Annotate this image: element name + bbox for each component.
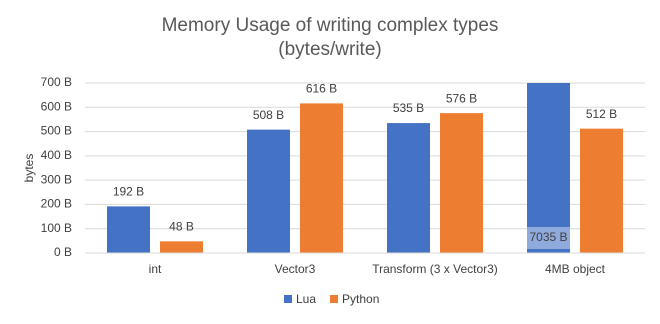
data-label: 535 B — [393, 101, 424, 115]
data-label: 616 B — [306, 82, 337, 96]
y-tick-label: 100 B — [41, 221, 72, 235]
bar — [580, 128, 623, 253]
y-tick-label: 0 B — [54, 245, 72, 259]
bar — [300, 103, 343, 253]
y-tick-label: 500 B — [41, 124, 72, 138]
data-labels: 192 B 508 B 535 B 7035 B 48 B 616 B 576 B 512 B — [113, 82, 617, 249]
chart-subtitle: (bytes/write) — [278, 39, 381, 60]
x-tick-label: 4MB object — [545, 262, 606, 276]
bar — [107, 206, 150, 253]
legend-swatch — [330, 295, 339, 303]
data-label: 512 B — [586, 107, 617, 121]
y-tick-label: 400 B — [41, 148, 72, 162]
x-tick-label: int — [149, 262, 162, 276]
chart-title: Memory Usage of writing complex types — [162, 15, 499, 36]
y-tick-label: 200 B — [41, 197, 72, 211]
y-tick-label: 700 B — [41, 75, 72, 89]
bar — [160, 241, 203, 253]
x-tick-label: Transform (3 x Vector3) — [372, 262, 498, 276]
data-label-box — [527, 227, 570, 249]
y-axis-label: bytes — [22, 154, 36, 183]
bar — [247, 129, 290, 253]
data-label: 7035 B — [529, 230, 567, 244]
y-tick-label: 300 B — [41, 172, 72, 186]
data-label: 192 B — [113, 185, 144, 199]
plot-area — [107, 83, 623, 253]
data-label: 48 B — [169, 220, 194, 234]
legend-swatch — [284, 295, 292, 303]
data-label: 576 B — [446, 91, 477, 105]
bar — [440, 113, 483, 253]
data-label: 508 B — [253, 108, 284, 122]
legend-label: Python — [342, 292, 379, 306]
bar — [387, 123, 430, 253]
legend-label: Lua — [296, 292, 316, 306]
bar — [527, 83, 570, 253]
x-tick-label: Vector3 — [275, 262, 316, 276]
y-tick-label: 600 B — [41, 99, 72, 113]
